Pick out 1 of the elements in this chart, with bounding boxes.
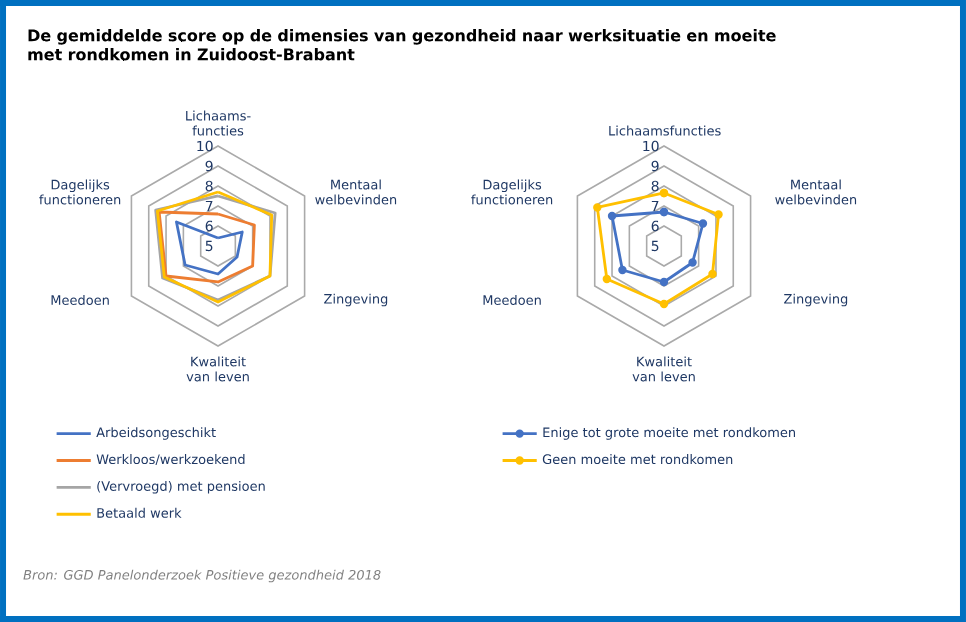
chart-title: De gemiddelde score op de dimensies van gezondheid naar werksituatie en moeite met rondkomen in Zuidoost-Brabant <box>28 29 776 61</box>
